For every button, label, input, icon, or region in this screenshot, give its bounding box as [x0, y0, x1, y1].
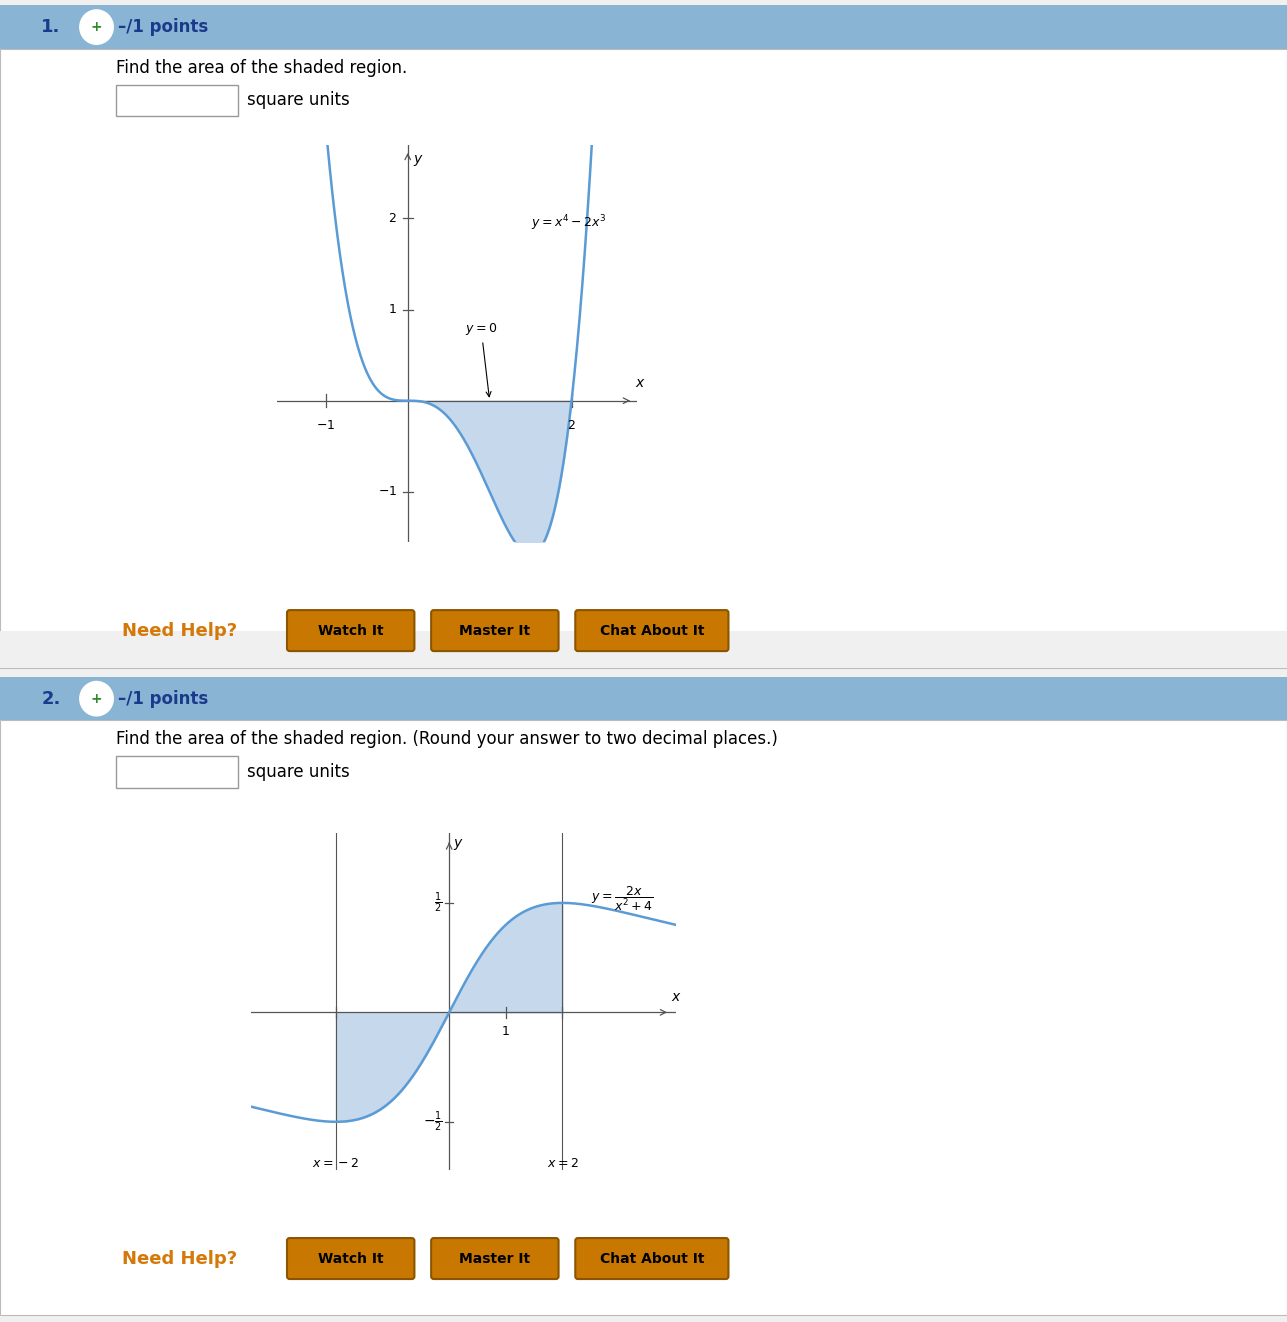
- Text: $x$: $x$: [636, 375, 646, 390]
- Text: $1$: $1$: [502, 1026, 510, 1039]
- Text: $2$: $2$: [389, 212, 398, 225]
- Text: Chat About It: Chat About It: [600, 624, 704, 637]
- Circle shape: [80, 681, 113, 715]
- Bar: [0, 631, 1287, 668]
- Text: $y = \dfrac{2x}{x^2+4}$: $y = \dfrac{2x}{x^2+4}$: [591, 884, 653, 912]
- Text: Find the area of the shaded region. (Round your answer to two decimal places.): Find the area of the shaded region. (Rou…: [116, 730, 777, 748]
- Text: $x = -2$: $x = -2$: [313, 1157, 359, 1170]
- Text: Need Help?: Need Help?: [122, 1249, 237, 1268]
- Text: $1$: $1$: [389, 303, 398, 316]
- Circle shape: [80, 9, 113, 44]
- Bar: [116, 756, 238, 788]
- Text: $x$: $x$: [671, 990, 682, 1003]
- Text: Find the area of the shaded region.: Find the area of the shaded region.: [116, 59, 407, 78]
- Text: $-\frac{1}{2}$: $-\frac{1}{2}$: [422, 1109, 443, 1134]
- Text: Watch It: Watch It: [318, 624, 384, 637]
- Text: square units: square units: [247, 763, 350, 781]
- Bar: [0, 49, 1287, 668]
- Text: $y = x^4 - 2x^3$: $y = x^4 - 2x^3$: [530, 214, 606, 233]
- Text: $-1$: $-1$: [378, 485, 398, 498]
- Text: 2.: 2.: [41, 690, 60, 707]
- Text: square units: square units: [247, 91, 350, 110]
- Text: Chat About It: Chat About It: [600, 1252, 704, 1265]
- Text: Need Help?: Need Help?: [122, 621, 237, 640]
- Bar: [116, 85, 238, 116]
- Text: Master It: Master It: [459, 624, 530, 637]
- Text: $y$: $y$: [453, 837, 463, 853]
- Text: $2$: $2$: [568, 419, 575, 432]
- Text: $y = 0$: $y = 0$: [465, 321, 497, 397]
- Bar: [0, 5, 1287, 49]
- FancyBboxPatch shape: [575, 609, 728, 650]
- FancyBboxPatch shape: [287, 1237, 414, 1280]
- Text: Master It: Master It: [459, 1252, 530, 1265]
- Text: +: +: [90, 20, 103, 34]
- FancyBboxPatch shape: [575, 1237, 728, 1280]
- Text: $y$: $y$: [413, 153, 423, 168]
- Text: –/1 points: –/1 points: [118, 690, 208, 707]
- Text: $x = 2$: $x = 2$: [547, 1157, 578, 1170]
- Bar: [0, 677, 1287, 720]
- FancyBboxPatch shape: [431, 609, 559, 650]
- FancyBboxPatch shape: [287, 609, 414, 650]
- Text: $\frac{1}{2}$: $\frac{1}{2}$: [434, 891, 443, 915]
- Text: +: +: [90, 691, 103, 706]
- Text: Watch It: Watch It: [318, 1252, 384, 1265]
- Text: $-1$: $-1$: [317, 419, 336, 432]
- Text: 1.: 1.: [41, 19, 60, 36]
- Text: –/1 points: –/1 points: [118, 19, 208, 36]
- Bar: [0, 720, 1287, 1315]
- FancyBboxPatch shape: [431, 1237, 559, 1280]
